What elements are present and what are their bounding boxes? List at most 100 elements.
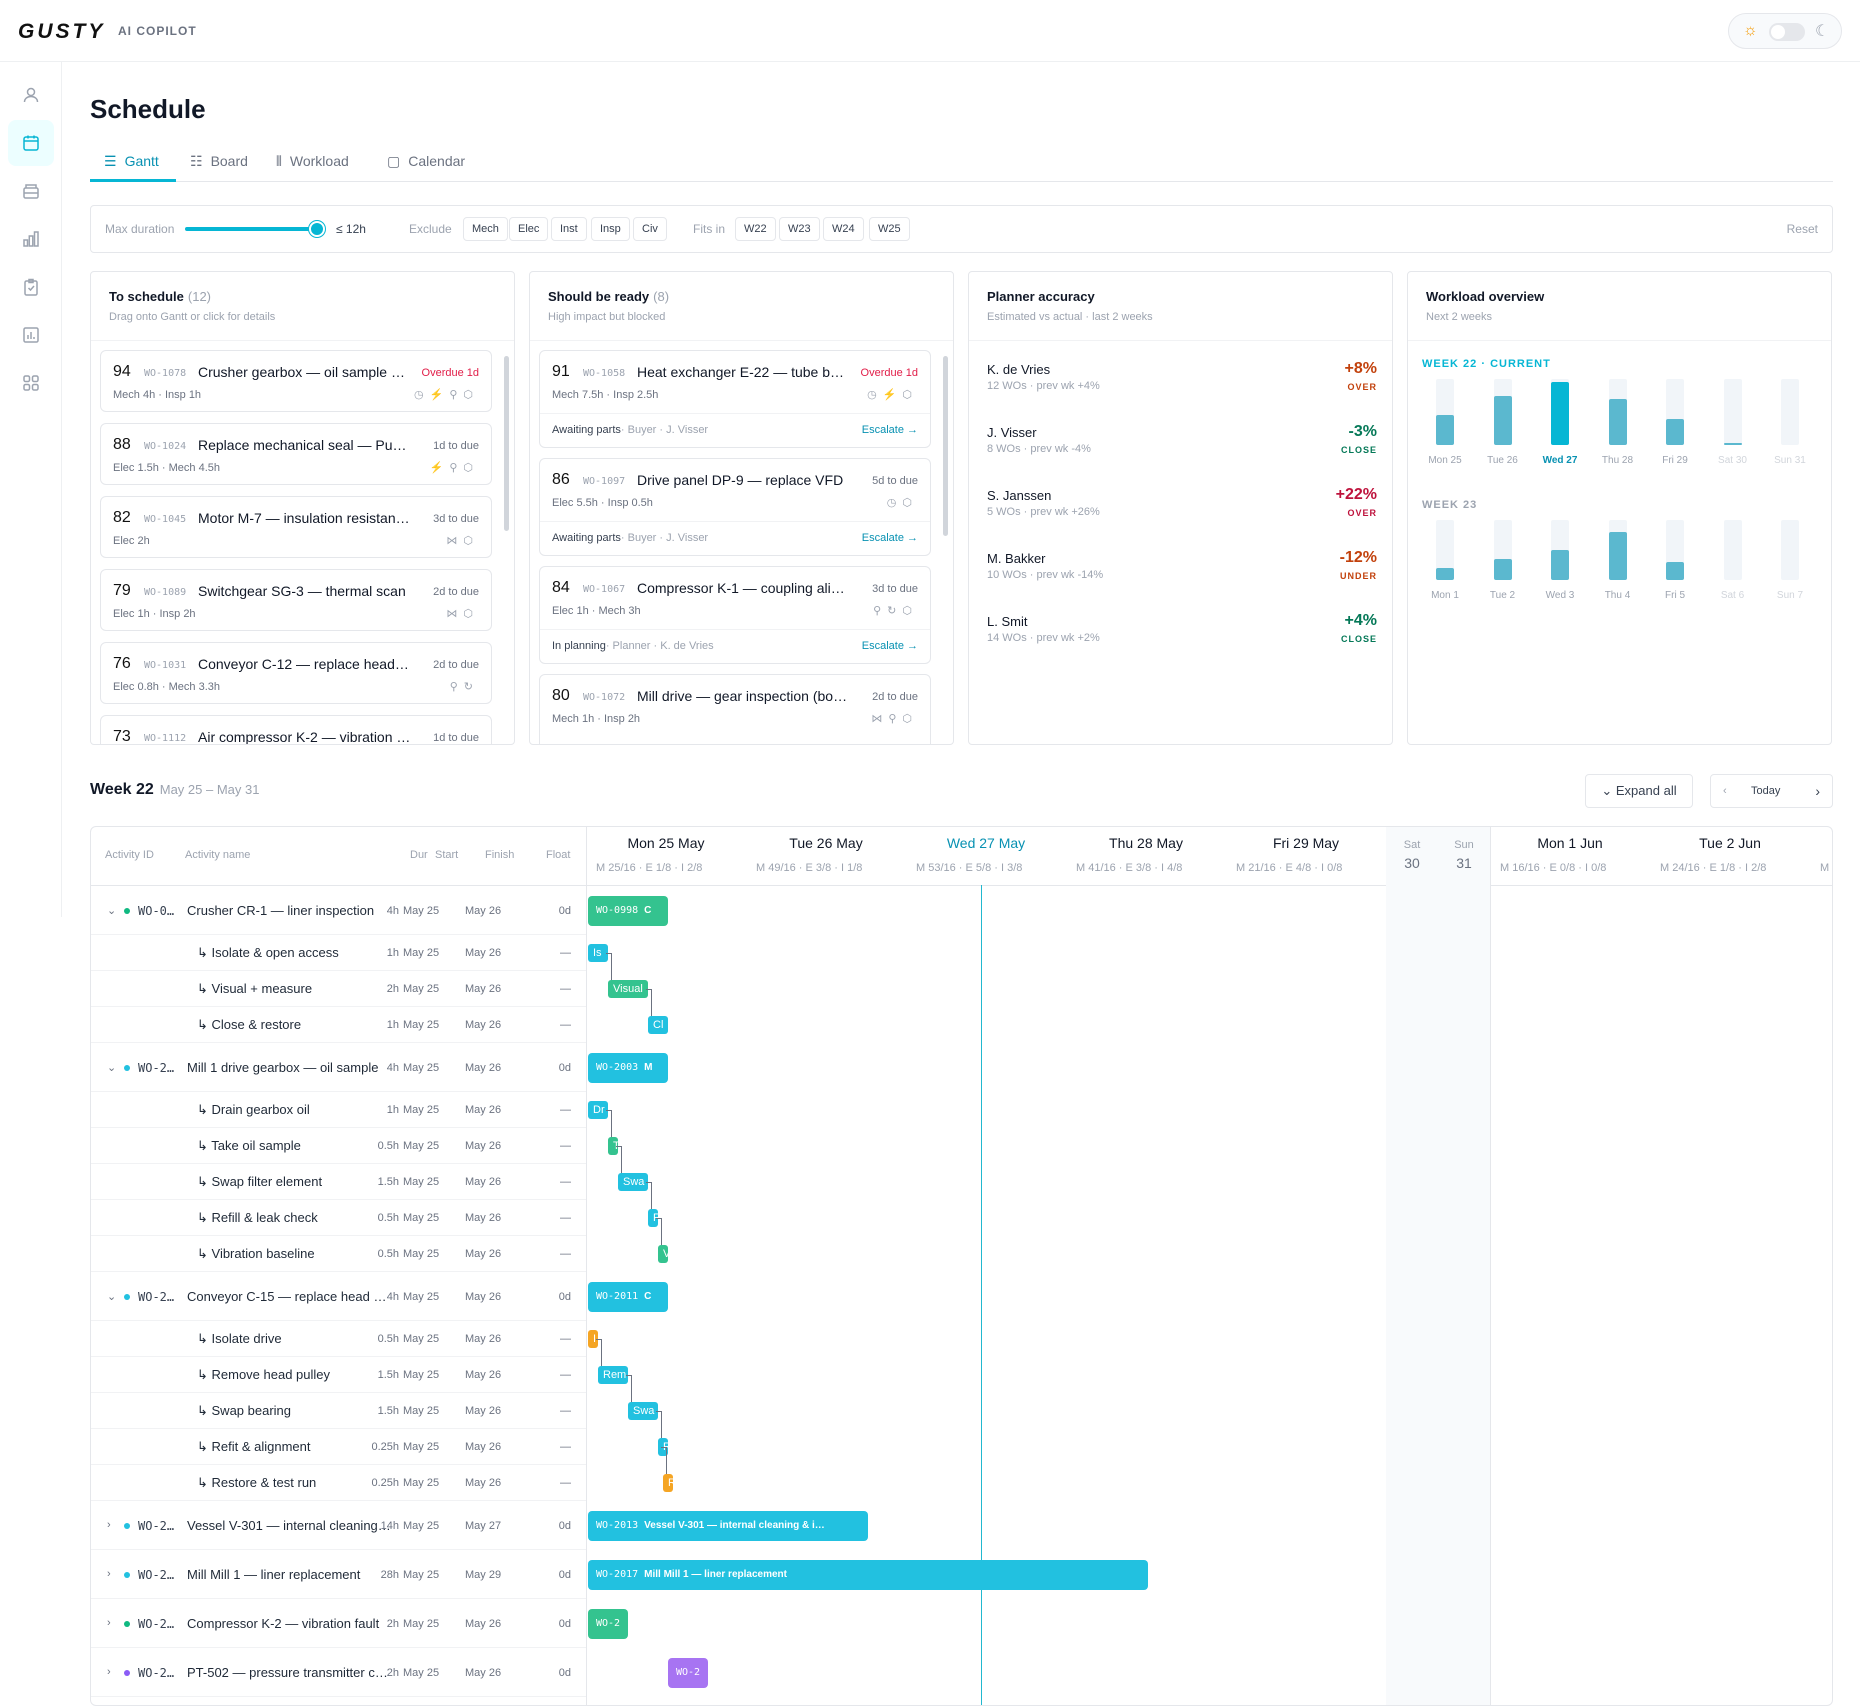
work-order-card[interactable]: 76 WO-1031 Conveyor C-12 — replace head pu… xyxy=(100,642,492,704)
day-header[interactable]: Fri 29 May xyxy=(1272,835,1340,851)
activity-row[interactable]: ↳ Drain gearbox oil 1h May 25 May 26 — xyxy=(91,1092,586,1128)
activity-row[interactable]: ↳ Close & restore 1h May 25 May 26 — xyxy=(91,1007,586,1043)
gantt-bar[interactable]: WO-2013 Vessel V-301 — internal cleaning … xyxy=(588,1510,868,1541)
slider-track[interactable] xyxy=(185,227,317,231)
work-order-card[interactable]: 82 WO-1045 Motor M-7 — insulation resistan… xyxy=(100,496,492,558)
user-icon[interactable] xyxy=(8,72,54,118)
activity-bar[interactable]: Visual xyxy=(608,980,648,998)
activity-bar[interactable]: R xyxy=(663,1474,673,1492)
next-icon[interactable]: › xyxy=(1815,783,1820,799)
inbox-icon[interactable] xyxy=(8,168,54,214)
activity-row[interactable]: ↳ Vibration baseline 0.5h May 25 May 26 — xyxy=(91,1236,586,1272)
tab-calendar[interactable]: ▢ Calendar xyxy=(387,153,466,169)
column-header[interactable]: Start xyxy=(435,849,459,861)
exclude-chip-inst[interactable]: Inst xyxy=(551,217,587,241)
blocked-work-order-card[interactable]: 84 WO-1067 Compressor K-1 — coupling align… xyxy=(539,566,931,664)
chevron-right-icon[interactable]: › xyxy=(107,1665,111,1678)
prev-icon[interactable]: ‹ xyxy=(1723,785,1727,797)
today-button[interactable]: Today xyxy=(1751,785,1781,797)
day-header[interactable]: Wed 27 May xyxy=(946,835,1026,851)
gantt-bar[interactable]: WO-2011 C xyxy=(588,1281,668,1312)
workload-bar[interactable] xyxy=(1666,379,1684,445)
workload-bar[interactable] xyxy=(1781,520,1799,580)
activity-bar[interactable]: Dr xyxy=(588,1101,608,1119)
blocked-work-order-card[interactable]: 86 WO-1097 Drive panel DP-9 — replace VFD 5… xyxy=(539,458,931,556)
fits-chip-w23[interactable]: W23 xyxy=(779,217,820,241)
day-header[interactable]: Mon 1 Jun xyxy=(1537,835,1603,851)
list-scrollbar[interactable] xyxy=(504,356,510,736)
work-order-row[interactable]: ⌄ WO-0… Crusher CR-1 — liner inspection 4h M… xyxy=(91,886,586,935)
workload-bar[interactable] xyxy=(1493,379,1512,445)
activity-row[interactable]: ↳ Visual + measure 2h May 25 May 26 — xyxy=(91,971,586,1007)
activity-bar[interactable]: Swa xyxy=(628,1402,658,1420)
work-order-card[interactable]: 73 WO-1112 Air compressor K-2 — vibration … xyxy=(100,715,492,744)
workload-bar[interactable] xyxy=(1723,520,1742,580)
chart-icon[interactable] xyxy=(8,216,54,262)
work-order-row[interactable]: › WO-2… Vessel V-301 — internal cleaning &… xyxy=(91,1501,586,1550)
activity-bar[interactable]: Is xyxy=(588,944,608,962)
day-header[interactable]: Sat 30 xyxy=(1386,839,1438,871)
exclude-chip-elec[interactable]: Elec xyxy=(509,217,549,241)
report-icon[interactable] xyxy=(8,312,54,358)
activity-bar[interactable]: V xyxy=(658,1245,668,1263)
column-header[interactable]: Finish xyxy=(485,849,515,861)
fits-chip-w24[interactable]: W24 xyxy=(823,217,864,241)
gantt-bar[interactable]: WO-2017 Mill Mill 1 — liner replacement xyxy=(588,1559,1148,1590)
exclude-chip-civ[interactable]: Civ xyxy=(633,217,667,241)
escalate-link[interactable]: Escalate → xyxy=(861,424,918,436)
column-header[interactable]: Float xyxy=(546,849,571,861)
calendar-icon[interactable] xyxy=(8,120,54,166)
escalate-link[interactable]: Escalate → xyxy=(861,532,918,544)
workload-bar[interactable] xyxy=(1493,520,1512,580)
workload-bar[interactable] xyxy=(1436,379,1454,445)
app-logo[interactable]: GUSTY xyxy=(18,20,106,43)
gantt-bar[interactable]: WO-2003 M xyxy=(588,1052,668,1083)
fits-chip-w22[interactable]: W22 xyxy=(735,217,776,241)
activity-row[interactable]: ↳ Remove head pulley 1.5h May 25 May 26 — xyxy=(91,1357,586,1393)
activity-row[interactable]: ↳ Refill & leak check 0.5h May 25 May 26 — xyxy=(91,1200,586,1236)
workload-bar[interactable] xyxy=(1666,520,1684,580)
tab-board[interactable]: ☷ Board xyxy=(190,153,248,169)
clipboard-icon[interactable] xyxy=(8,264,54,310)
exclude-chip-insp[interactable]: Insp xyxy=(591,217,630,241)
activity-bar[interactable]: R xyxy=(648,1209,658,1227)
column-header[interactable]: Activity name xyxy=(185,849,251,861)
escalate-link[interactable]: Escalate → xyxy=(861,640,918,652)
activity-row[interactable]: ↳ Isolate & open access 1h May 25 May 26 — xyxy=(91,935,586,971)
theme-toggle[interactable]: ☼ ☾ xyxy=(1728,13,1842,49)
fits-chip-w25[interactable]: W25 xyxy=(869,217,910,241)
chevron-down-icon[interactable]: ⌄ xyxy=(107,904,117,917)
tab-gantt[interactable]: ☰ Gantt xyxy=(104,153,159,169)
activity-bar[interactable]: I xyxy=(588,1330,598,1348)
activity-row[interactable]: ↳ Take oil sample 0.5h May 25 May 26 — xyxy=(91,1128,586,1164)
theme-switch[interactable] xyxy=(1769,23,1805,41)
day-header[interactable]: Sun 31 xyxy=(1438,839,1490,871)
chevron-right-icon[interactable]: › xyxy=(107,1616,111,1629)
gantt-bar[interactable]: WO-2 xyxy=(668,1657,708,1688)
workload-bar[interactable] xyxy=(1551,520,1569,580)
activity-bar[interactable]: T xyxy=(608,1137,618,1155)
day-header[interactable]: Tue 2 Jun xyxy=(1699,835,1761,851)
activity-row[interactable]: ↳ Restore & test run 0.25h May 25 May 26 — xyxy=(91,1465,586,1501)
workload-bar[interactable] xyxy=(1551,379,1569,445)
activity-row[interactable]: ↳ Isolate drive 0.5h May 25 May 26 — xyxy=(91,1321,586,1357)
work-order-row[interactable]: ⌄ WO-2… Mill 1 drive gearbox — oil sample 4… xyxy=(91,1043,586,1092)
chevron-right-icon[interactable]: › xyxy=(107,1518,111,1531)
activity-bar[interactable]: Cl xyxy=(648,1016,668,1034)
chevron-right-icon[interactable]: › xyxy=(107,1567,111,1580)
work-order-row[interactable]: ⌄ WO-2… Conveyor C-15 — replace head pulle… xyxy=(91,1272,586,1321)
column-header[interactable]: Dur xyxy=(410,849,428,861)
column-header[interactable]: Activity ID xyxy=(105,849,154,861)
day-header[interactable]: Thu 28 May xyxy=(1109,835,1183,851)
tab-workload[interactable]: ⫴ Workload xyxy=(276,153,349,169)
gantt-bar[interactable]: WO-0998 C xyxy=(588,895,668,926)
work-order-card[interactable]: 88 WO-1024 Replace mechanical seal — Pump … xyxy=(100,423,492,485)
activity-row[interactable]: ↳ Swap bearing 1.5h May 25 May 26 — xyxy=(91,1393,586,1429)
blocked-work-order-card[interactable]: 80 WO-1072 Mill drive — gear inspection (b… xyxy=(539,674,931,744)
workload-bar[interactable] xyxy=(1608,520,1627,580)
work-order-row[interactable]: › WO-2… PT-502 — pressure transmitter cali… xyxy=(91,1648,586,1697)
expand-all-button[interactable]: ⌄ Expand all xyxy=(1585,774,1693,808)
gantt-bar[interactable]: WO-2 xyxy=(588,1608,628,1639)
slider-handle[interactable] xyxy=(309,221,325,237)
work-order-row[interactable]: › WO-2… Mill Mill 1 — liner replacement 28h… xyxy=(91,1550,586,1599)
